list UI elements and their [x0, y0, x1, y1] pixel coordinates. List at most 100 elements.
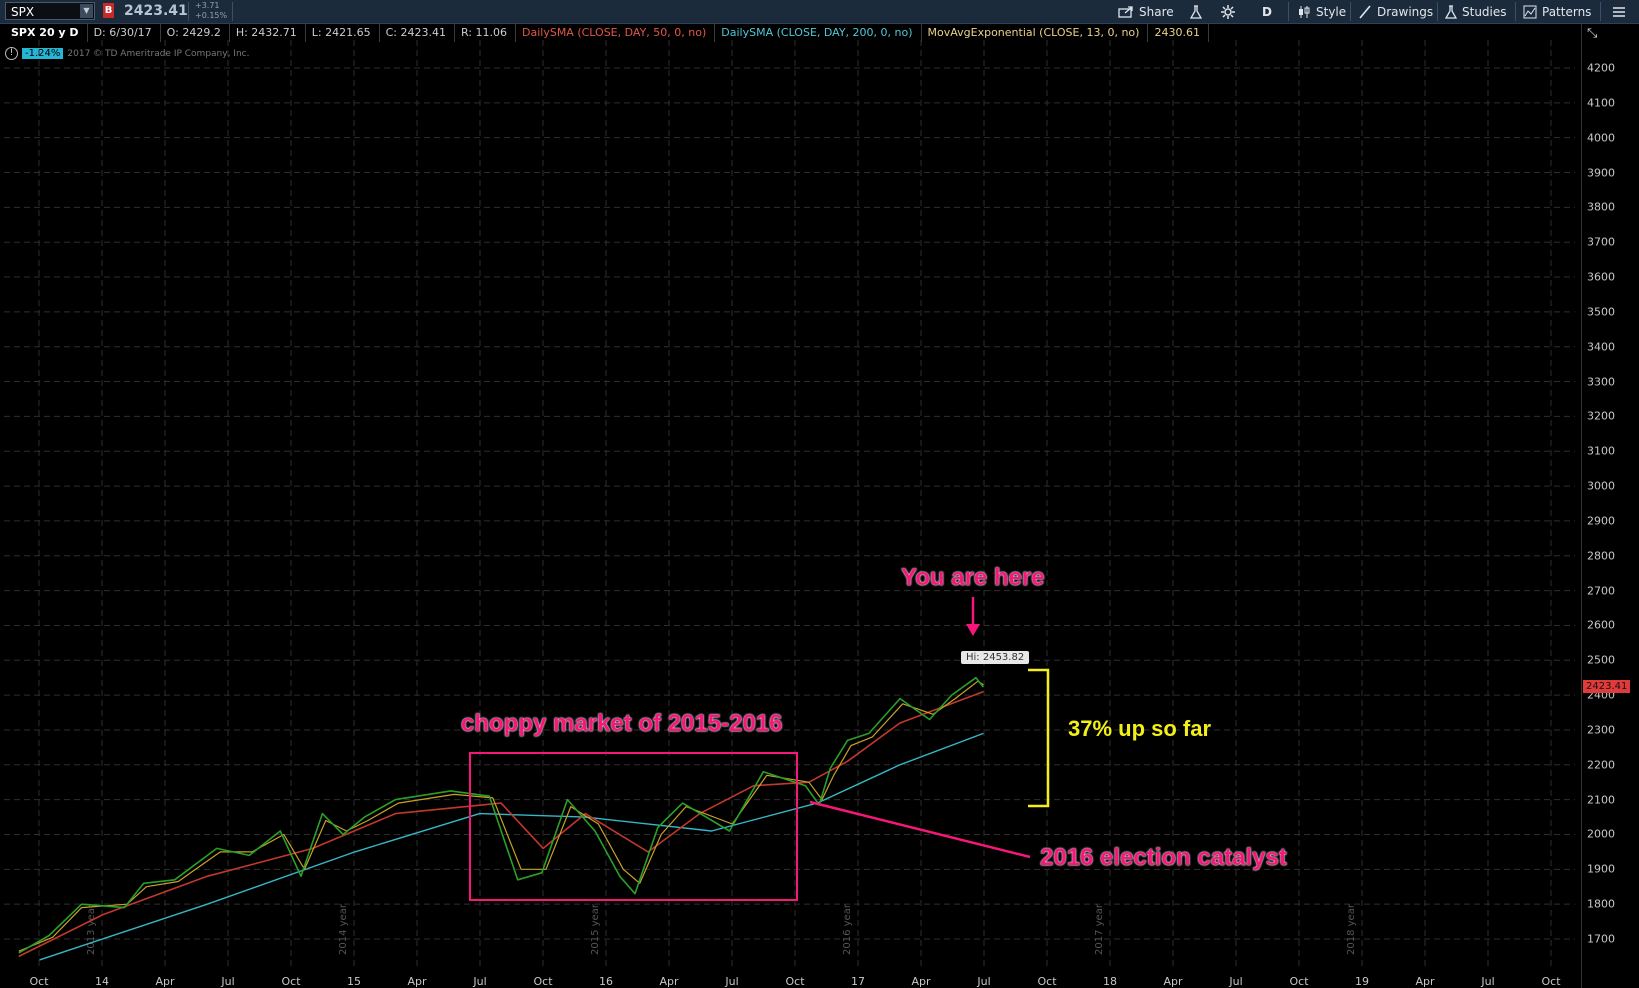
y-tick-label: 1700 — [1587, 932, 1615, 946]
drawings-button[interactable]: Drawings — [1358, 0, 1433, 23]
you-are-here-label: You are here — [901, 564, 1045, 591]
x-tick-label: 15 — [347, 975, 361, 988]
year-label: 2013 year — [86, 903, 97, 955]
x-tick-label: 14 — [95, 975, 109, 988]
x-tick-label: Oct — [1289, 975, 1309, 988]
patterns-icon — [1523, 5, 1537, 18]
chevron-down-icon[interactable]: ▼ — [80, 4, 93, 18]
choppy-market-box — [469, 752, 798, 901]
gain-bracket — [1028, 668, 1050, 808]
y-tick-label: 3500 — [1587, 305, 1615, 319]
y-tick-label: 3200 — [1587, 409, 1615, 423]
x-tick-label: Oct — [29, 975, 49, 988]
x-tick-label: Jul — [1229, 975, 1243, 988]
y-tick-label: 1900 — [1587, 862, 1615, 876]
y-tick-label: 3300 — [1587, 375, 1615, 389]
x-tick-label: Oct — [281, 975, 301, 988]
divider — [1515, 2, 1516, 21]
alert-icon[interactable]: ! — [5, 47, 18, 60]
chart-name: SPX 20 y D — [5, 24, 88, 42]
you-are-here-arrowhead — [966, 624, 980, 636]
percent-change-badge: -1.24% — [22, 48, 64, 59]
study-sma200[interactable]: DailySMA (CLOSE, DAY, 200, 0, no) — [715, 24, 922, 42]
x-tick-label: 18 — [1103, 975, 1117, 988]
studies-button[interactable]: Studies — [1445, 0, 1507, 23]
divider — [1600, 2, 1601, 21]
x-tick-label: Oct — [1037, 975, 1057, 988]
price-series — [18, 676, 985, 954]
gear-icon — [1221, 4, 1235, 19]
x-tick-label: 17 — [851, 975, 865, 988]
y-tick-label: 4200 — [1587, 61, 1615, 75]
period-button[interactable]: D — [1262, 0, 1272, 23]
price-change: +3.71 +0.15% — [195, 1, 227, 21]
bar-low: L: 2421.65 — [306, 24, 380, 42]
x-tick-label: Jul — [725, 975, 739, 988]
patterns-button[interactable]: Patterns — [1523, 0, 1591, 23]
y-tick-label: 1800 — [1587, 897, 1615, 911]
change-percent: +0.15% — [195, 11, 228, 20]
x-tick-label: Oct — [533, 975, 553, 988]
y-tick-label: 2800 — [1587, 549, 1615, 563]
bar-range: R: 11.06 — [455, 24, 516, 42]
year-label: 2014 year — [338, 903, 349, 955]
y-tick-label: 3800 — [1587, 200, 1615, 214]
top-toolbar: SPX ▼ B 2423.41 +3.71 +0.15% Share D Sty… — [0, 0, 1639, 24]
x-tick-label: Jul — [977, 975, 991, 988]
menu-button[interactable] — [1612, 0, 1626, 23]
x-tick-label: Jul — [1481, 975, 1495, 988]
style-button[interactable]: Style — [1297, 0, 1346, 23]
y-tick-label: 2600 — [1587, 618, 1615, 632]
studies-label: Studies — [1462, 4, 1507, 19]
year-label: 2017 year — [1094, 903, 1105, 955]
study-ema[interactable]: MovAvgExponential (CLOSE, 13, 0, no) — [922, 24, 1149, 42]
period-label: D — [1262, 4, 1272, 19]
symbol-text: SPX — [11, 5, 35, 19]
divider — [1437, 2, 1438, 21]
sma200-series — [39, 732, 984, 961]
bar-high: H: 2432.71 — [230, 24, 306, 42]
change-value: +3.71 — [195, 1, 220, 10]
year-label: 2018 year — [1346, 903, 1357, 955]
x-tick-label: Oct — [785, 975, 805, 988]
price-chart[interactable]: 2013 year 2014 year 2015 year 2016 year 2017… — [0, 0, 1581, 988]
flask-button[interactable] — [1190, 0, 1202, 23]
year-label: 2016 year — [842, 903, 853, 955]
y-tick-label: 2000 — [1587, 827, 1615, 841]
annotation-shapes — [469, 597, 1050, 901]
flask-icon — [1445, 4, 1457, 19]
sma50-series — [18, 690, 984, 958]
chart-subheader: ! -1.24% 2017 © TD Ameritrade IP Company… — [5, 47, 249, 60]
settings-button[interactable] — [1221, 0, 1235, 23]
collapse-icon[interactable]: ⤡ — [1587, 26, 1598, 41]
x-tick-label: Jul — [221, 975, 235, 988]
last-price-tag: 2423.41 — [1583, 680, 1631, 693]
y-tick-label: 3600 — [1587, 270, 1615, 284]
y-tick-label: 3900 — [1587, 166, 1615, 180]
y-tick-label: 4000 — [1587, 131, 1615, 145]
x-tick-label: Oct — [1541, 975, 1561, 988]
y-axis — [1581, 24, 1582, 988]
study-sma50[interactable]: DailySMA (CLOSE, DAY, 50, 0, no) — [516, 24, 716, 42]
style-label: Style — [1316, 4, 1347, 19]
candles-icon — [1299, 5, 1310, 18]
buy-badge[interactable]: B — [103, 3, 114, 18]
y-tick-label: 2100 — [1587, 793, 1615, 807]
choppy-market-label: choppy market of 2015-2016 — [461, 710, 783, 737]
y-tick-label: 4100 — [1587, 96, 1615, 110]
patterns-label: Patterns — [1542, 4, 1592, 19]
share-button[interactable]: Share — [1118, 0, 1174, 23]
last-price: 2423.41 — [124, 3, 188, 19]
pencil-icon — [1359, 4, 1371, 19]
y-tick-label: 2700 — [1587, 584, 1615, 598]
chart-info-bar: SPX 20 y D D: 6/30/17 O: 2429.2 H: 2432.… — [5, 24, 1209, 42]
x-tick-label: 19 — [1355, 975, 1369, 988]
x-tick-label: Apr — [407, 975, 427, 988]
y-tick-label: 3700 — [1587, 235, 1615, 249]
study-ema-value: 2430.61 — [1148, 24, 1209, 42]
share-label: Share — [1139, 4, 1174, 19]
election-arrow-line — [809, 800, 1031, 859]
bar-close: C: 2423.41 — [380, 24, 455, 42]
divider — [1350, 2, 1351, 21]
symbol-selector[interactable]: SPX ▼ — [5, 2, 95, 20]
